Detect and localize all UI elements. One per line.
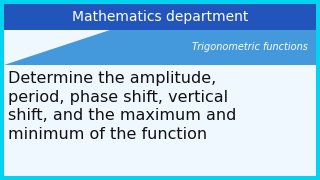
Polygon shape: [4, 30, 316, 65]
Text: Trigonometric functions: Trigonometric functions: [192, 42, 308, 53]
Text: Mathematics department: Mathematics department: [72, 10, 248, 24]
Text: Determine the amplitude,
period, phase shift, vertical
shift, and the maximum an: Determine the amplitude, period, phase s…: [8, 71, 236, 142]
Bar: [4, 4, 316, 30]
